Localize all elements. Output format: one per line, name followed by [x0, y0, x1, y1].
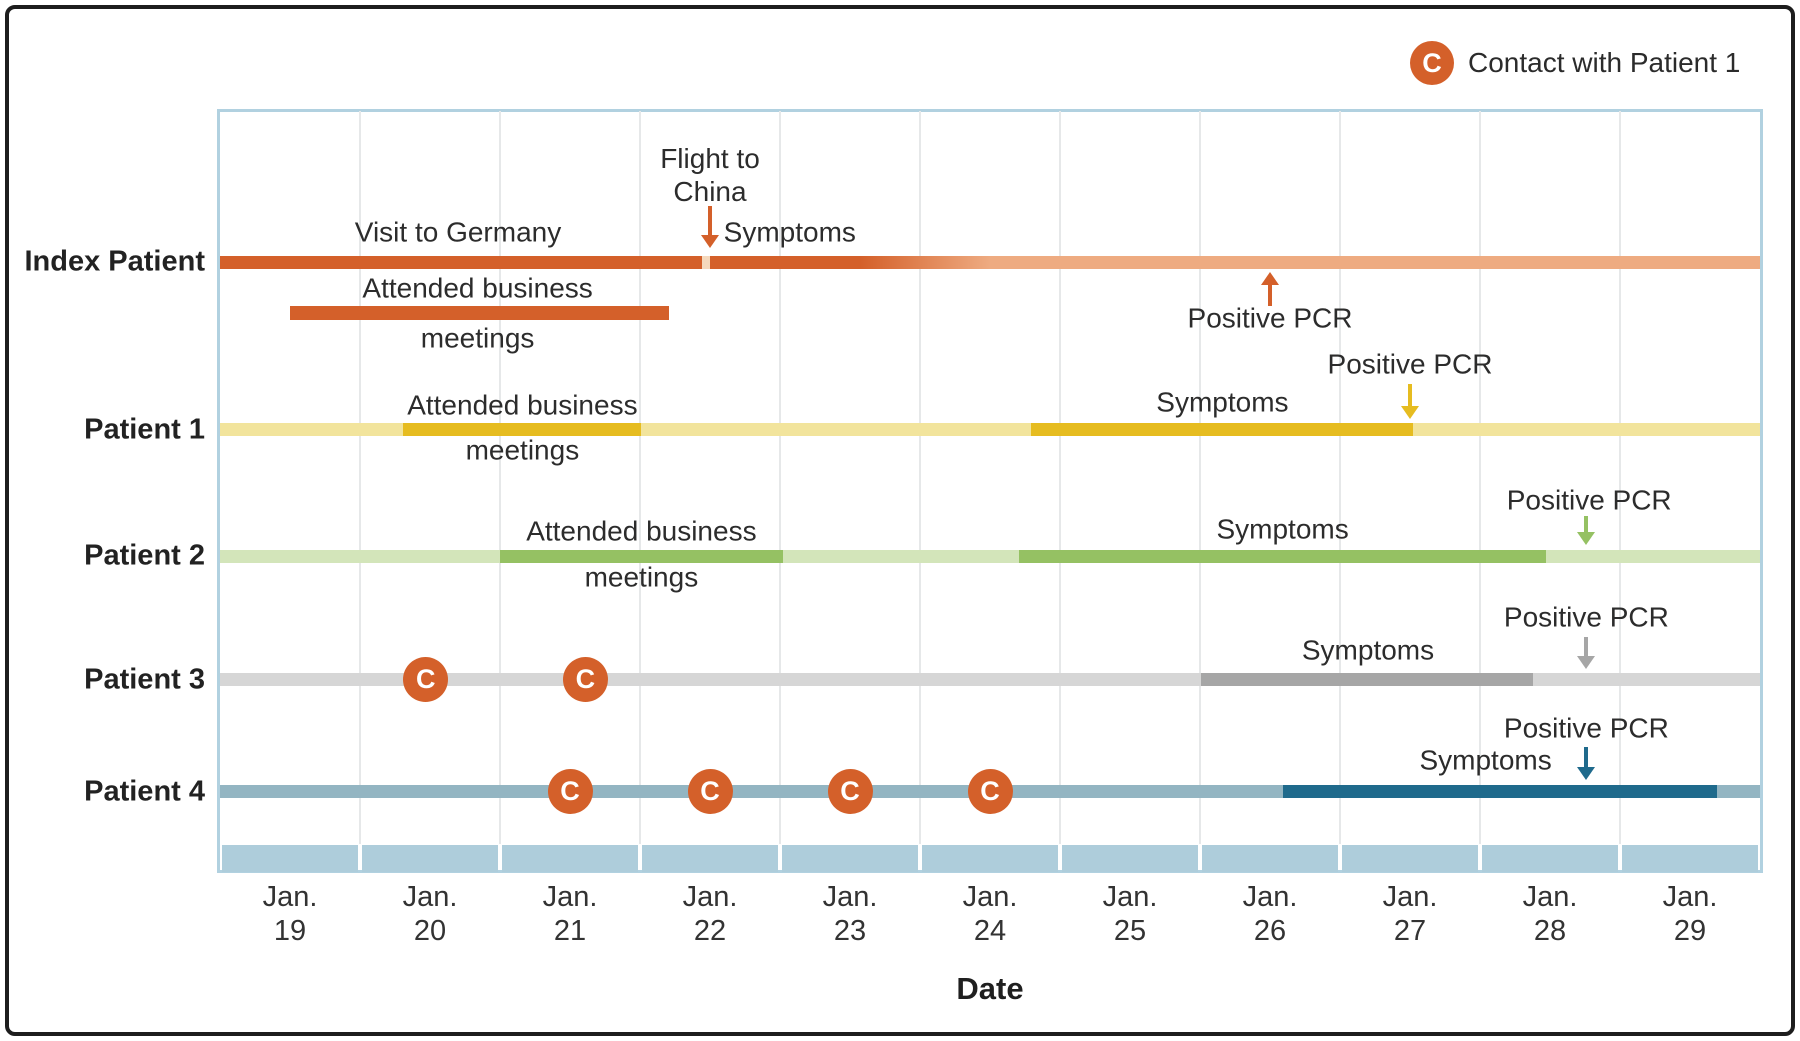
- x-tick-label: Jan. 26: [1242, 881, 1298, 947]
- gridline: [779, 111, 781, 844]
- x-tick-label: Jan. 27: [1382, 881, 1438, 947]
- timeline-segment: [1282, 785, 1717, 798]
- annotation-label: Positive PCR: [1187, 302, 1353, 334]
- date-band-cell: [1202, 845, 1338, 872]
- legend: C Contact with Patient 1: [1410, 41, 1740, 85]
- timeline-segment: [1030, 423, 1413, 436]
- date-band-cell: [1622, 845, 1758, 872]
- x-tick-label: Jan. 21: [542, 881, 598, 947]
- row-label-p2: Patient 2: [84, 539, 205, 572]
- date-band-cell: [1062, 845, 1198, 872]
- date-band-cell: [782, 845, 918, 872]
- contact-marker: C: [687, 769, 733, 814]
- x-tick-label: Jan. 24: [962, 881, 1018, 947]
- date-band-cell: [222, 845, 358, 872]
- x-tick-label: Jan. 28: [1522, 881, 1578, 947]
- annotation-label: Positive PCR: [1503, 601, 1669, 633]
- positive-pcr-arrow: [1584, 637, 1589, 659]
- row-label-p4: Patient 4: [84, 775, 205, 807]
- positive-pcr-arrow-head: [1261, 272, 1279, 285]
- positive-pcr-arrow: [1584, 516, 1589, 535]
- contact-marker: C: [827, 769, 873, 814]
- annotation-label: Symptoms: [1419, 744, 1552, 776]
- date-band-cell: [1482, 845, 1618, 872]
- gridline: [359, 111, 361, 844]
- timeline-segment: [701, 255, 710, 269]
- timeline-segment: [220, 255, 702, 269]
- positive-pcr-arrow-head: [1401, 406, 1419, 419]
- timeline-segment: [1201, 673, 1534, 686]
- row-label-p1: Patient 1: [84, 413, 205, 445]
- timeline-segment: [1019, 549, 1546, 563]
- flight-to-china-arrow-head: [701, 235, 719, 248]
- date-band-cell: [1342, 845, 1478, 872]
- annotation-label: Flight to China: [660, 142, 760, 207]
- row-label-p3: Patient 3: [84, 663, 205, 695]
- date-band-cell: [502, 845, 638, 872]
- flight-to-china-arrow: [708, 206, 712, 238]
- positive-pcr-arrow-head: [1577, 532, 1596, 545]
- timeline-segment: [403, 423, 642, 436]
- gridline: [1059, 111, 1061, 844]
- date-band-cell: [922, 845, 1058, 872]
- row-label-index: Index Patient: [24, 245, 206, 278]
- contact-marker: C: [547, 769, 593, 814]
- contact-marker: C: [967, 769, 1013, 814]
- gridline: [1479, 111, 1481, 844]
- positive-pcr-arrow: [1268, 283, 1272, 306]
- positive-pcr-arrow-head: [1577, 656, 1596, 669]
- gridline: [1199, 111, 1201, 844]
- date-band-cell: [362, 845, 498, 872]
- positive-pcr-arrow: [1584, 747, 1589, 770]
- x-tick-label: Jan. 20: [402, 881, 458, 947]
- positive-pcr-arrow-head: [1577, 767, 1596, 780]
- annotation-label: Attended business: [362, 272, 593, 304]
- x-tick-label: Jan. 19: [262, 881, 318, 947]
- gridline: [639, 111, 641, 844]
- gridline: [499, 111, 501, 844]
- contact-marker-icon: C: [1410, 41, 1454, 85]
- legend-label: Contact with Patient 1: [1468, 47, 1741, 78]
- annotation-label: Symptoms: [1156, 386, 1289, 418]
- annotation-label: meetings: [584, 561, 699, 593]
- timeline-segment: [710, 255, 1760, 269]
- x-tick-label: Jan. 25: [1102, 881, 1158, 947]
- annotation-label: Attended business: [526, 515, 757, 547]
- annotation-label: Symptoms: [723, 216, 856, 248]
- gridline: [919, 111, 921, 844]
- contact-marker: C: [562, 657, 608, 702]
- annotation-label: Visit to Germany: [354, 216, 562, 248]
- date-band-cell: [642, 845, 778, 872]
- annotation-label: Positive PCR: [1503, 712, 1669, 744]
- timeline-sub-segment: [290, 306, 670, 320]
- x-axis-title: Date: [956, 971, 1024, 1006]
- x-tick-label: Jan. 23: [822, 881, 878, 947]
- annotation-label: meetings: [465, 434, 580, 466]
- annotation-label: Positive PCR: [1506, 484, 1672, 516]
- annotation-label: Positive PCR: [1327, 348, 1493, 380]
- x-tick-label: Jan. 22: [682, 881, 738, 947]
- gridline: [1619, 111, 1621, 844]
- x-tick-label: Jan. 29: [1662, 881, 1718, 947]
- timeline-segment: [500, 549, 783, 563]
- positive-pcr-arrow: [1408, 384, 1412, 409]
- annotation-label: Symptoms: [1301, 634, 1435, 666]
- gridline: [1339, 111, 1341, 844]
- annotation-label: meetings: [420, 322, 535, 354]
- annotation-label: Symptoms: [1216, 513, 1349, 545]
- annotation-label: Attended business: [407, 389, 638, 421]
- contact-marker: C: [403, 657, 449, 702]
